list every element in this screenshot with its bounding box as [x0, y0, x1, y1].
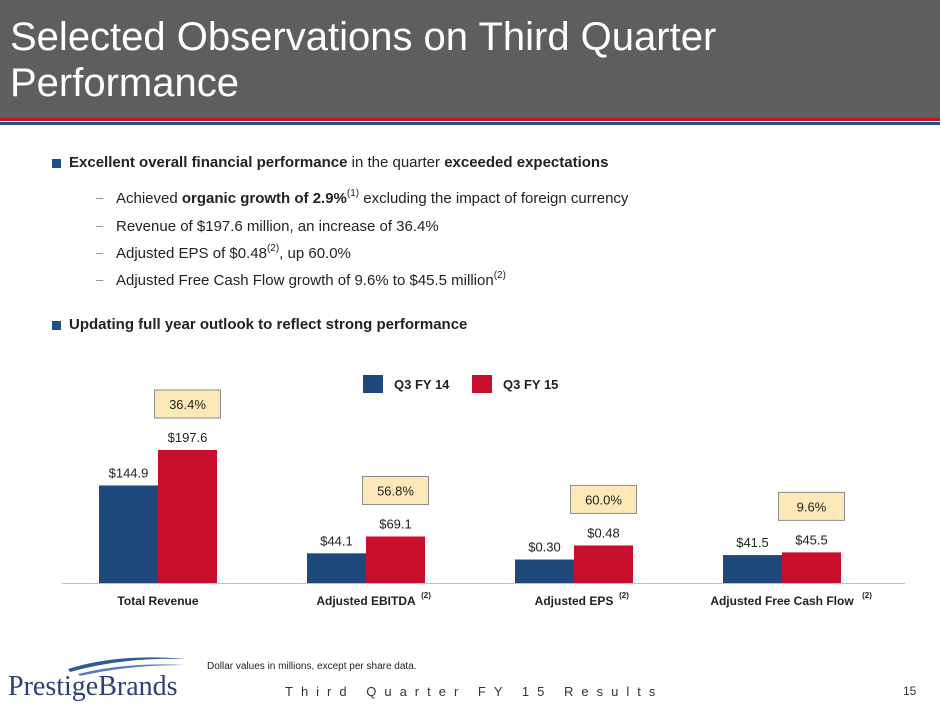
bar-1-0 [307, 553, 366, 583]
bar-value-label: $45.5 [795, 532, 828, 547]
bullet-normal-part: in the quarter [347, 154, 445, 171]
bar-1-1 [366, 536, 425, 583]
x-tick-label: Total Revenue [117, 594, 198, 608]
comparison-bar-chart: Q3 FY 14 Q3 FY 15 $144.9 $197.6 36.4% Total R… [62, 375, 905, 608]
bullet-text: Updating full year outlook to reflect st… [69, 316, 468, 333]
x-tick-label: Adjusted EPS [535, 594, 614, 608]
logo-wordmark: PrestigeBrands [8, 671, 178, 702]
growth-label: 9.6% [797, 499, 827, 514]
bar-value-label: $197.6 [168, 430, 208, 445]
growth-box [154, 389, 221, 419]
accent-rule-blue [0, 122, 940, 125]
footnote-ref: (1) [346, 188, 360, 199]
growth-box [570, 484, 637, 514]
sub-bullet-text: Adjusted Free Cash Flow growth of 9.6% t… [116, 270, 506, 289]
bar-0-0 [99, 485, 158, 583]
legend-label-1: Q3 FY 15 [503, 377, 558, 392]
logo-swoosh-icon [68, 657, 186, 672]
sub-text-part: Adjusted Free Cash Flow growth of 9.6% t… [116, 272, 494, 289]
dash-icon: – [96, 272, 104, 287]
sub-text-part: excluding the impact of foreign currency [359, 190, 629, 207]
bar-3-0 [723, 555, 782, 583]
page-number: 15 [903, 684, 917, 698]
x-tick-label: Adjusted EBITDA [316, 594, 416, 608]
dash-icon: – [96, 190, 104, 205]
bullet-bold-part: exceeded expectations [444, 154, 609, 171]
bar-value-label: $69.1 [379, 516, 412, 531]
x-tick-superscript: (2) [862, 591, 872, 600]
bar-2-1 [574, 545, 633, 583]
bullet-text: Excellent overall financial performance … [69, 154, 608, 171]
growth-box [778, 491, 845, 521]
growth-label: 56.8% [377, 483, 414, 498]
prestige-brands-logo: PrestigeBrands [8, 657, 186, 702]
footer-title: Third Quarter FY 15 Results [285, 684, 664, 699]
bar-value-label: $144.9 [109, 465, 149, 480]
bar-0-1 [158, 450, 217, 583]
sub-bullet-text: Revenue of $197.6 million, an increase o… [116, 218, 439, 235]
growth-box [362, 475, 429, 505]
sub-text-part: Achieved [116, 190, 182, 207]
growth-label: 36.4% [169, 397, 206, 412]
bar-value-label: $0.48 [587, 525, 620, 540]
x-tick-superscript: (2) [421, 591, 431, 600]
bar-2-0 [515, 559, 574, 583]
sub-text-part: Adjusted EPS of $0.48 [116, 245, 267, 262]
bullet-bold-part: Excellent overall financial performance [69, 154, 348, 171]
footnote: Dollar values in millions, except per sh… [207, 661, 417, 672]
title-bar: Selected Observations on Third Quarter P… [0, 0, 940, 118]
bar-3-1 [782, 552, 841, 583]
dash-icon: – [96, 218, 104, 233]
bullet-square-icon [52, 159, 61, 168]
bullet-square-icon [52, 321, 61, 330]
growth-label: 60.0% [585, 492, 622, 507]
sub-bold-part: organic growth of 2.9% [181, 190, 347, 207]
logo-swoosh-icon [78, 664, 184, 676]
accent-rule-red [0, 118, 940, 121]
sub-text-part: , up 60.0% [279, 245, 351, 262]
legend-swatch-0 [363, 375, 383, 393]
x-tick-superscript: (2) [619, 591, 629, 600]
footnote-ref: (2) [493, 270, 506, 281]
bar-value-label: $44.1 [320, 533, 353, 548]
slide-title: Selected Observations on Third Quarter P… [10, 15, 717, 105]
dash-icon: – [96, 245, 104, 260]
footnote-ref: (2) [266, 243, 280, 254]
legend-swatch-1 [472, 375, 492, 393]
sub-bullet-text: Achieved organic growth of 2.9%(1) exclu… [116, 188, 629, 207]
sub-bullet-text: Adjusted EPS of $0.48(2), up 60.0% [116, 243, 351, 262]
bar-value-label: $0.30 [528, 540, 561, 555]
bar-value-label: $41.5 [736, 535, 769, 550]
legend-label-0: Q3 FY 14 [394, 377, 450, 392]
x-tick-label: Adjusted Free Cash Flow [710, 594, 854, 608]
